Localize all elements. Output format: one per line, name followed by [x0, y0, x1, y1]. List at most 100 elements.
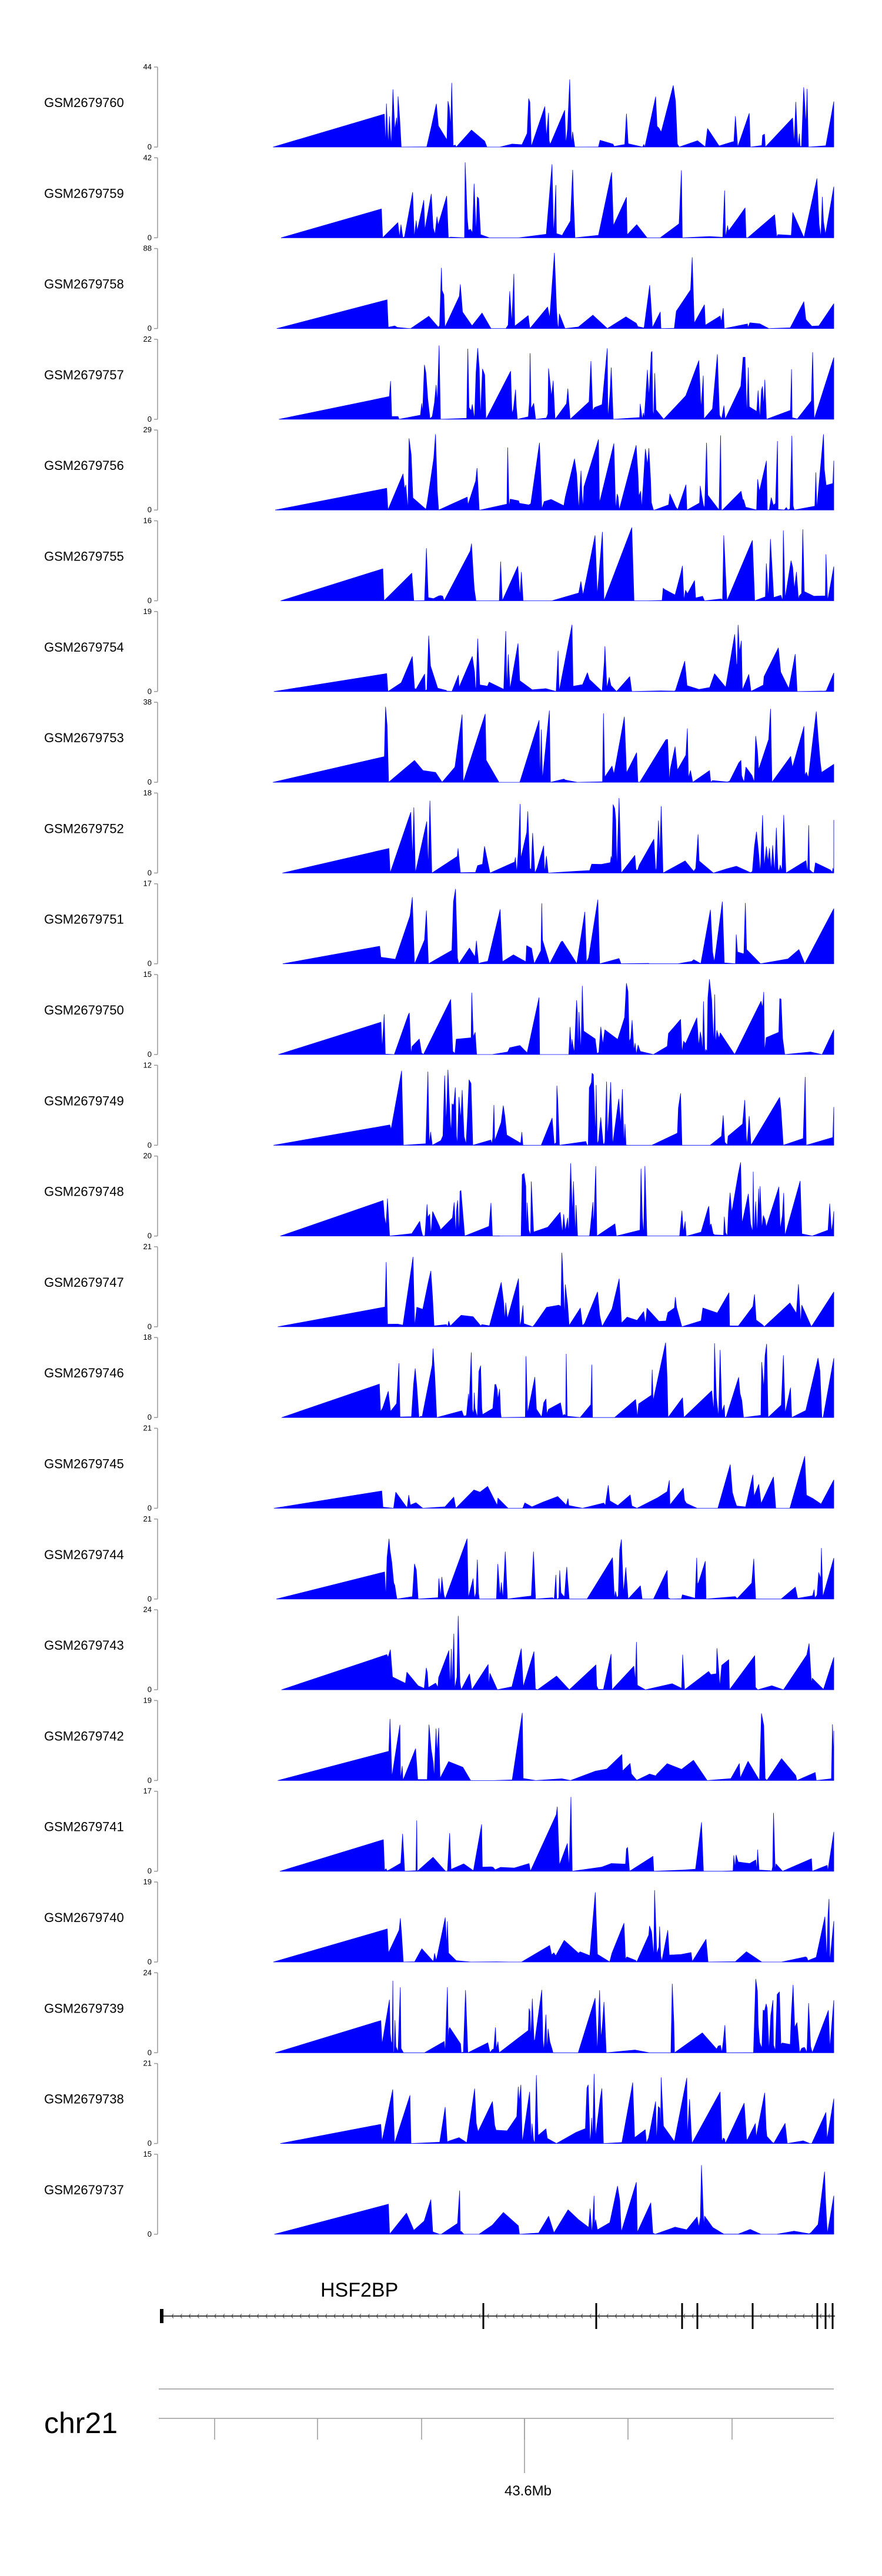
y-tick-label-min: 0 [148, 1322, 152, 1331]
signal-area [278, 1253, 834, 1327]
y-tick-label-max: 21 [143, 2059, 152, 2068]
track-GSM2679750: GSM2679750 15 0 [44, 970, 834, 1059]
track-GSM2679740: GSM2679740 19 0 [44, 1877, 834, 1966]
track-GSM2679747: GSM2679747 21 0 [44, 1242, 834, 1331]
strand-arrow [248, 2314, 250, 2318]
strand-arrow [649, 2314, 652, 2318]
track-GSM2679758: GSM2679758 88 0 [44, 244, 834, 333]
y-tick-label-min: 0 [148, 1776, 152, 1784]
y-tick-label-max: 88 [143, 244, 152, 253]
y-tick-label-max: 42 [143, 153, 152, 162]
track-label: GSM2679753 [44, 730, 124, 745]
gene-model [160, 2303, 835, 2329]
track-GSM2679760: GSM2679760 44 0 [44, 62, 834, 151]
strand-arrow [461, 2314, 464, 2318]
strand-arrow [606, 2314, 609, 2318]
y-tick-label-min: 0 [148, 1050, 152, 1059]
signal-area [280, 527, 834, 601]
track-GSM2679753: GSM2679753 38 0 [44, 698, 834, 786]
strand-arrow [802, 2314, 805, 2318]
y-tick-label-max: 18 [143, 788, 152, 797]
track-label: GSM2679755 [44, 549, 124, 564]
track-label: GSM2679738 [44, 2092, 124, 2107]
y-tick-label-min: 0 [148, 778, 152, 786]
track-GSM2679743: GSM2679743 24 0 [44, 1605, 834, 1694]
track-GSM2679755: GSM2679755 16 0 [44, 516, 834, 605]
y-tick-label-max: 38 [143, 698, 152, 706]
track-label: GSM2679752 [44, 821, 124, 836]
strand-arrow [572, 2314, 574, 2318]
y-tick-label-min: 0 [148, 1232, 152, 1240]
strand-arrow [222, 2314, 225, 2318]
strand-arrow [725, 2314, 728, 2318]
y-tick-label-max: 24 [143, 1605, 152, 1614]
signal-area [275, 434, 834, 510]
strand-arrow [810, 2314, 813, 2318]
strand-arrow [537, 2314, 540, 2318]
track-label: GSM2679746 [44, 1366, 124, 1380]
strand-arrow [308, 2314, 310, 2318]
strand-arrow [179, 2314, 182, 2318]
signal-area [278, 979, 834, 1055]
track-label: GSM2679739 [44, 2001, 124, 2016]
y-tick-label-max: 22 [143, 335, 152, 343]
strand-arrow [666, 2314, 669, 2318]
y-tick-label-min: 0 [148, 1504, 152, 1513]
strand-arrow [359, 2314, 362, 2318]
signal-area [280, 162, 834, 238]
track-label: GSM2679742 [44, 1729, 124, 1743]
y-tick-label-min: 0 [148, 324, 152, 333]
gene-exon [751, 2303, 754, 2329]
strand-arrow [265, 2314, 268, 2318]
y-tick-label-min: 0 [148, 687, 152, 696]
strand-arrow [444, 2314, 447, 2318]
strand-arrow [827, 2314, 830, 2318]
strand-arrow [742, 2314, 745, 2318]
gene-name-label: HSF2BP [320, 2279, 398, 2301]
signal-area [278, 1713, 834, 1781]
gene-exon [681, 2303, 683, 2329]
signal-area [273, 1890, 834, 1963]
strand-arrow [205, 2314, 208, 2318]
strand-arrow [708, 2314, 711, 2318]
y-tick-label-max: 44 [143, 62, 152, 71]
track-label: GSM2679741 [44, 1820, 124, 1834]
strand-arrow [563, 2314, 566, 2318]
strand-arrow [401, 2314, 404, 2318]
y-tick-label-min: 0 [148, 2230, 152, 2238]
y-tick-label-min: 0 [148, 959, 152, 968]
y-tick-label-max: 17 [143, 879, 152, 888]
signal-tracks: GSM2679760440GSM2679759420GSM2679758880G… [44, 62, 834, 2238]
strand-arrow [734, 2314, 737, 2318]
y-tick-label-max: 18 [143, 1333, 152, 1342]
y-tick-label-max: 19 [143, 607, 152, 616]
gene-exon [595, 2303, 597, 2329]
track-label: GSM2679747 [44, 1275, 124, 1290]
track-GSM2679738: GSM2679738 21 0 [44, 2059, 834, 2148]
strand-arrow [486, 2314, 489, 2318]
signal-area [282, 889, 834, 965]
strand-arrow [418, 2314, 421, 2318]
signal-area [276, 1539, 834, 1600]
track-label: GSM2679740 [44, 1910, 124, 1925]
y-tick-label-min: 0 [148, 1594, 152, 1603]
strand-arrow [546, 2314, 549, 2318]
strand-arrow [614, 2314, 617, 2318]
chromosome-axis: chr21 43.6Mb [44, 2388, 834, 2499]
y-tick-label-min: 0 [148, 2139, 152, 2148]
track-GSM2679759: GSM2679759 42 0 [44, 153, 834, 242]
y-tick-label-max: 17 [143, 1787, 152, 1796]
y-tick-label-min: 0 [148, 596, 152, 605]
strand-arrow [554, 2314, 557, 2318]
strand-arrow [452, 2314, 455, 2318]
y-tick-label-max: 15 [143, 970, 152, 979]
track-GSM2679746: GSM2679746 18 0 [44, 1333, 834, 1422]
y-tick-label-min: 0 [148, 1685, 152, 1694]
signal-area [273, 1069, 834, 1146]
signal-area [272, 706, 834, 783]
gene-exon [831, 2303, 834, 2329]
track-GSM2679749: GSM2679749 12 0 [44, 1060, 834, 1149]
track-label: GSM2679751 [44, 912, 124, 927]
strand-arrow [717, 2314, 720, 2318]
